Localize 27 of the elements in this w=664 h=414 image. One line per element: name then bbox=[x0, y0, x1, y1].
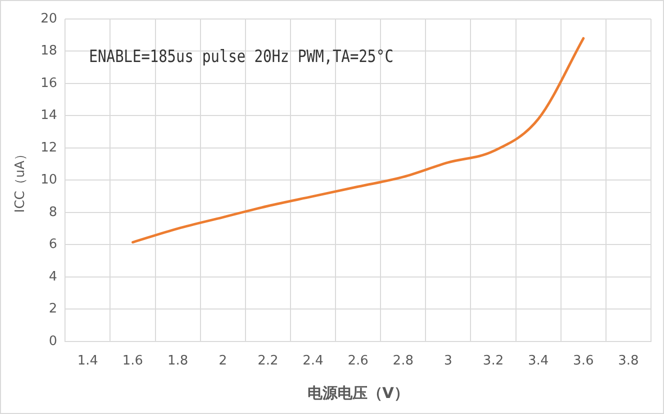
y-tick-label: 12 bbox=[40, 140, 58, 156]
x-tick-label: 2 bbox=[218, 354, 228, 369]
y-tick-label: 2 bbox=[48, 302, 58, 317]
y-tick-label: 18 bbox=[40, 44, 58, 59]
x-tick-label: 3.4 bbox=[528, 354, 549, 369]
y-tick-label: 8 bbox=[48, 204, 58, 220]
y-tick-label: 6 bbox=[48, 237, 58, 252]
y-tick-label: 16 bbox=[40, 76, 58, 91]
x-axis-title: 电源电压（V） bbox=[307, 384, 409, 402]
y-axis-title: ICC（uA） bbox=[13, 148, 28, 213]
y-tick-label: 4 bbox=[48, 269, 58, 284]
y-tick-label: 14 bbox=[40, 108, 58, 124]
y-tick-label: 10 bbox=[40, 172, 58, 188]
x-tick-label: 3.2 bbox=[482, 354, 504, 369]
x-tick-label: 3.6 bbox=[573, 354, 594, 369]
x-tick-label: 2.2 bbox=[258, 354, 278, 369]
x-tick-label: 3 bbox=[444, 354, 452, 369]
x-tick-label: 2.4 bbox=[302, 354, 324, 369]
x-tick-label: 1.4 bbox=[77, 354, 98, 369]
x-tick-label: 1.8 bbox=[167, 354, 188, 369]
y-tick-label: 0 bbox=[48, 334, 58, 349]
y-tick-label: 20 bbox=[40, 11, 58, 26]
annotation: ENABLE=185us pulse 20Hz PWM,TA=25°C bbox=[89, 47, 394, 67]
x-tick-label: 1.6 bbox=[122, 354, 144, 369]
x-tick-label: 2.6 bbox=[348, 354, 368, 369]
x-tick-label: 2.8 bbox=[392, 354, 414, 369]
x-tick-label: 3.8 bbox=[618, 354, 639, 369]
